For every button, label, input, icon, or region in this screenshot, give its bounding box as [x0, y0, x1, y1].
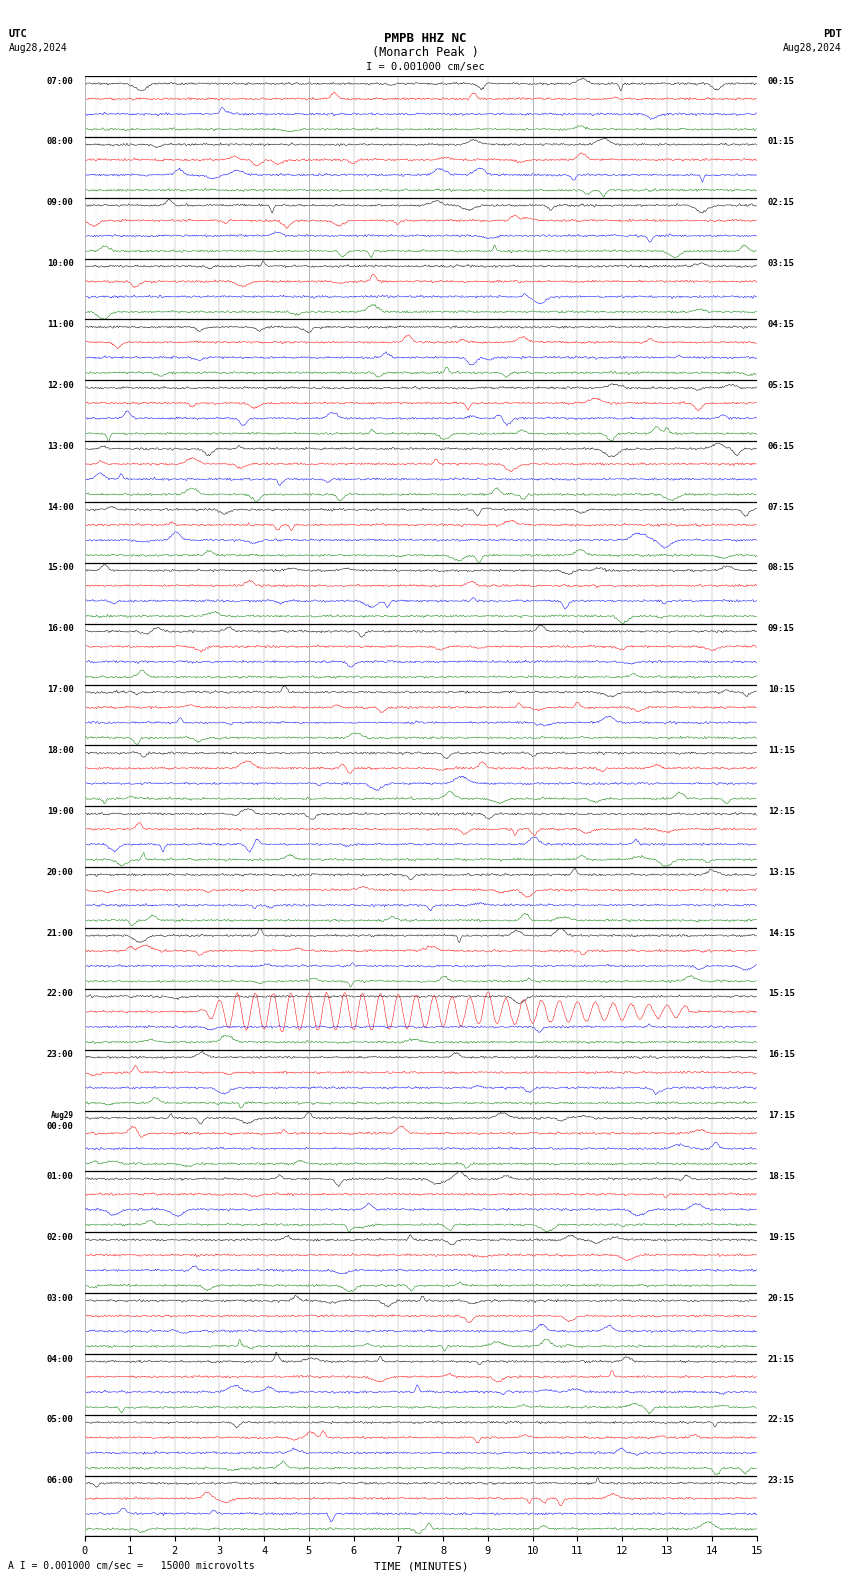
Text: 17:15: 17:15 — [768, 1110, 795, 1120]
Text: 03:00: 03:00 — [47, 1294, 74, 1302]
Text: 09:15: 09:15 — [768, 624, 795, 634]
Text: PMPB HHZ NC: PMPB HHZ NC — [383, 32, 467, 44]
Text: 08:15: 08:15 — [768, 564, 795, 572]
Text: 01:15: 01:15 — [768, 138, 795, 146]
Text: 22:00: 22:00 — [47, 990, 74, 998]
Text: 06:15: 06:15 — [768, 442, 795, 451]
Text: 00:00: 00:00 — [47, 1121, 74, 1131]
Text: 15:00: 15:00 — [47, 564, 74, 572]
Text: 01:00: 01:00 — [47, 1172, 74, 1182]
Text: 10:15: 10:15 — [768, 686, 795, 694]
Text: 04:15: 04:15 — [768, 320, 795, 329]
Text: 17:00: 17:00 — [47, 686, 74, 694]
Text: 11:15: 11:15 — [768, 746, 795, 756]
Text: (Monarch Peak ): (Monarch Peak ) — [371, 46, 479, 59]
Text: 10:00: 10:00 — [47, 260, 74, 268]
Text: 18:15: 18:15 — [768, 1172, 795, 1182]
Text: 13:00: 13:00 — [47, 442, 74, 451]
Text: 03:15: 03:15 — [768, 260, 795, 268]
Text: 15:15: 15:15 — [768, 990, 795, 998]
Text: UTC: UTC — [8, 29, 27, 38]
Text: 12:00: 12:00 — [47, 380, 74, 390]
Text: I = 0.001000 cm/sec: I = 0.001000 cm/sec — [366, 62, 484, 71]
Text: 21:15: 21:15 — [768, 1354, 795, 1364]
Text: 18:00: 18:00 — [47, 746, 74, 756]
Text: 11:00: 11:00 — [47, 320, 74, 329]
Text: 21:00: 21:00 — [47, 928, 74, 938]
Text: 02:15: 02:15 — [768, 198, 795, 208]
Text: 07:15: 07:15 — [768, 502, 795, 512]
Text: 22:15: 22:15 — [768, 1416, 795, 1424]
Text: 13:15: 13:15 — [768, 868, 795, 876]
Text: Aug28,2024: Aug28,2024 — [783, 43, 842, 52]
Text: 00:15: 00:15 — [768, 76, 795, 86]
Text: 20:15: 20:15 — [768, 1294, 795, 1302]
Text: 09:00: 09:00 — [47, 198, 74, 208]
Text: 14:00: 14:00 — [47, 502, 74, 512]
Text: 20:00: 20:00 — [47, 868, 74, 876]
Text: 05:00: 05:00 — [47, 1416, 74, 1424]
Text: 05:15: 05:15 — [768, 380, 795, 390]
Text: 07:00: 07:00 — [47, 76, 74, 86]
Text: 14:15: 14:15 — [768, 928, 795, 938]
Text: 06:00: 06:00 — [47, 1476, 74, 1486]
Text: Aug28,2024: Aug28,2024 — [8, 43, 67, 52]
Text: 04:00: 04:00 — [47, 1354, 74, 1364]
Text: 23:00: 23:00 — [47, 1050, 74, 1060]
Text: 16:15: 16:15 — [768, 1050, 795, 1060]
Text: PDT: PDT — [823, 29, 842, 38]
Text: 02:00: 02:00 — [47, 1232, 74, 1242]
Text: 19:15: 19:15 — [768, 1232, 795, 1242]
Text: Aug29: Aug29 — [51, 1110, 74, 1120]
Text: A I = 0.001000 cm/sec =   15000 microvolts: A I = 0.001000 cm/sec = 15000 microvolts — [8, 1562, 255, 1571]
Text: 16:00: 16:00 — [47, 624, 74, 634]
Text: 08:00: 08:00 — [47, 138, 74, 146]
X-axis label: TIME (MINUTES): TIME (MINUTES) — [373, 1562, 468, 1571]
Text: 19:00: 19:00 — [47, 806, 74, 816]
Text: 12:15: 12:15 — [768, 806, 795, 816]
Text: 23:15: 23:15 — [768, 1476, 795, 1486]
